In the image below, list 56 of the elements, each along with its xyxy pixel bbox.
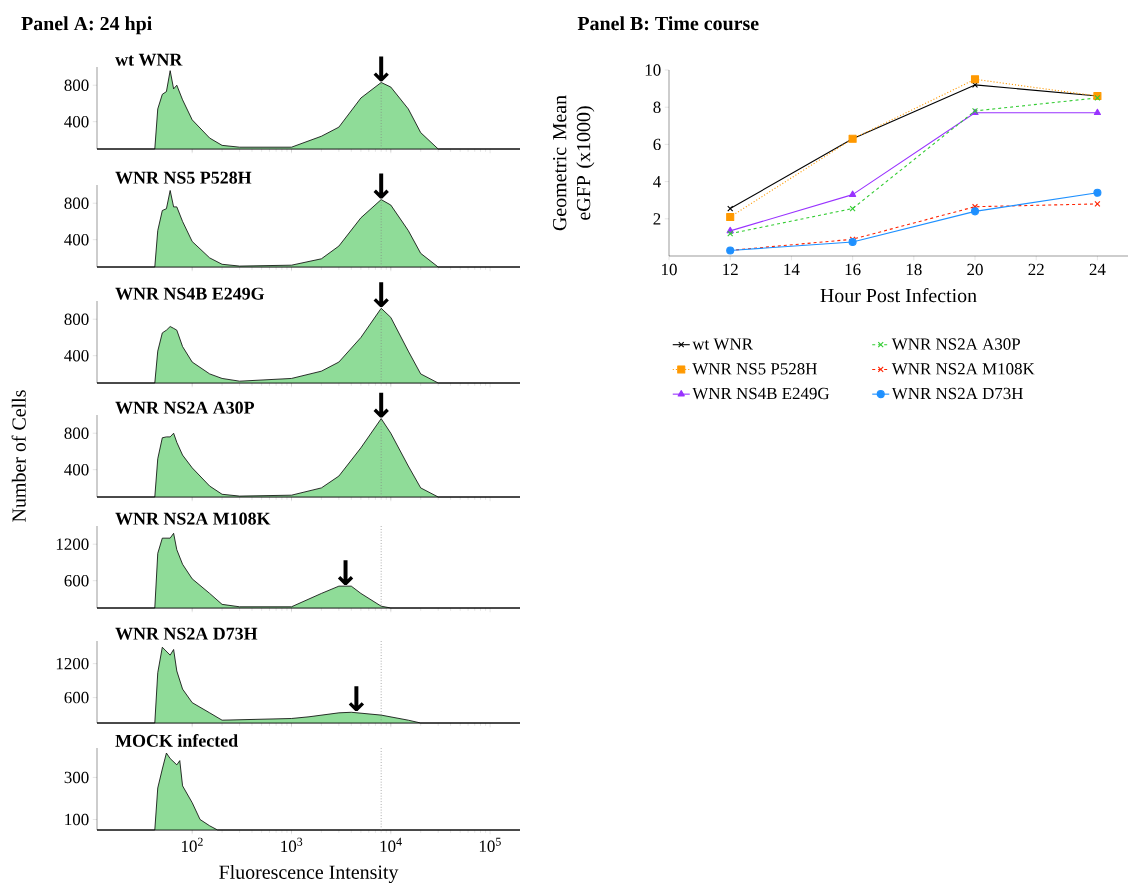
x-tick-label: 12: [723, 263, 738, 275]
chart-title: WNR NS5 P528H: [115, 171, 252, 184]
legend-label: WNR NS2A D73H: [891, 387, 1023, 400]
x-tick-label: 10: [662, 263, 677, 276]
y-tick-label: 8: [653, 101, 661, 113]
y-tick-label: 400: [64, 349, 89, 362]
annotation: ↓: [337, 560, 354, 585]
y-tick-label: 600: [64, 574, 89, 587]
legend-label: WNR NS2A A30P: [891, 338, 1020, 350]
y-tick-label: 800: [64, 197, 89, 209]
chart-subtitle: wt WNR: [115, 53, 183, 66]
annotation: ↓: [373, 282, 389, 308]
annotation: ↓: [373, 392, 389, 418]
legend-label: WNR NS4B E249G: [692, 387, 830, 400]
y-axis-title: Geometric Mean eGFP (x1000): [553, 95, 595, 231]
y-tick-label: 400: [64, 233, 89, 246]
x-axis-title: Hour Post Infection: [820, 288, 977, 303]
y-tick-label: 1200: [56, 538, 89, 550]
y-tick-label: 600: [64, 691, 89, 704]
y-tick-label: 4: [653, 176, 661, 188]
x-tick-label: 20: [967, 263, 983, 276]
y-tick-label: 400: [64, 115, 89, 128]
y-tick-label: 1200: [56, 657, 89, 670]
x-tick-label: 10$^{5}$: [479, 837, 501, 852]
y-tick-label: 100: [65, 813, 89, 826]
annotation: ↓: [348, 686, 365, 712]
y-tick-label: 10: [645, 64, 661, 76]
legend-label: wt WNR: [692, 338, 753, 350]
chart-title: WNR NS2A A30P: [115, 401, 255, 414]
x-axis-title: Fluorescence Intensity: [219, 864, 399, 884]
y-tick-label: 300: [64, 771, 89, 784]
chart-title: WNR NS2A D73H: [115, 627, 258, 640]
x-tick-label: 14: [784, 263, 800, 275]
y-tick-label: 400: [64, 463, 89, 476]
chart-title: Panel B: Time course: [577, 16, 759, 31]
x-tick-label: 10$^{2}$: [182, 837, 203, 853]
chart-title: WNR NS2A M108K: [115, 512, 271, 525]
annotation: ↓: [373, 173, 389, 199]
legend-label: WNR NS5 P528H: [692, 363, 817, 375]
y-tick-label: 6: [653, 138, 661, 151]
annotation: ↓: [373, 56, 389, 82]
x-tick-label: 10$^{3}$: [281, 837, 303, 853]
x-tick-label: 16: [845, 263, 861, 276]
y-tick-label: 800: [64, 313, 89, 325]
x-tick-label: 24: [1089, 263, 1106, 275]
y-tick-label: 800: [64, 427, 89, 439]
chart-title: WNR NS4B E249G: [115, 287, 265, 300]
y-tick-label: 2: [653, 213, 661, 225]
y-tick-label: 800: [64, 79, 89, 91]
chart-title: Panel A: 24 hpi: [21, 16, 152, 35]
y-axis-title: Number of Cells: [11, 390, 26, 522]
chart-title: MOCK infected: [115, 734, 238, 747]
x-tick-label: 18: [906, 263, 922, 276]
x-tick-label: 10$^{4}$: [380, 837, 402, 853]
legend-label: WNR NS2A M108K: [891, 363, 1035, 375]
x-tick-label: 22: [1028, 263, 1044, 275]
